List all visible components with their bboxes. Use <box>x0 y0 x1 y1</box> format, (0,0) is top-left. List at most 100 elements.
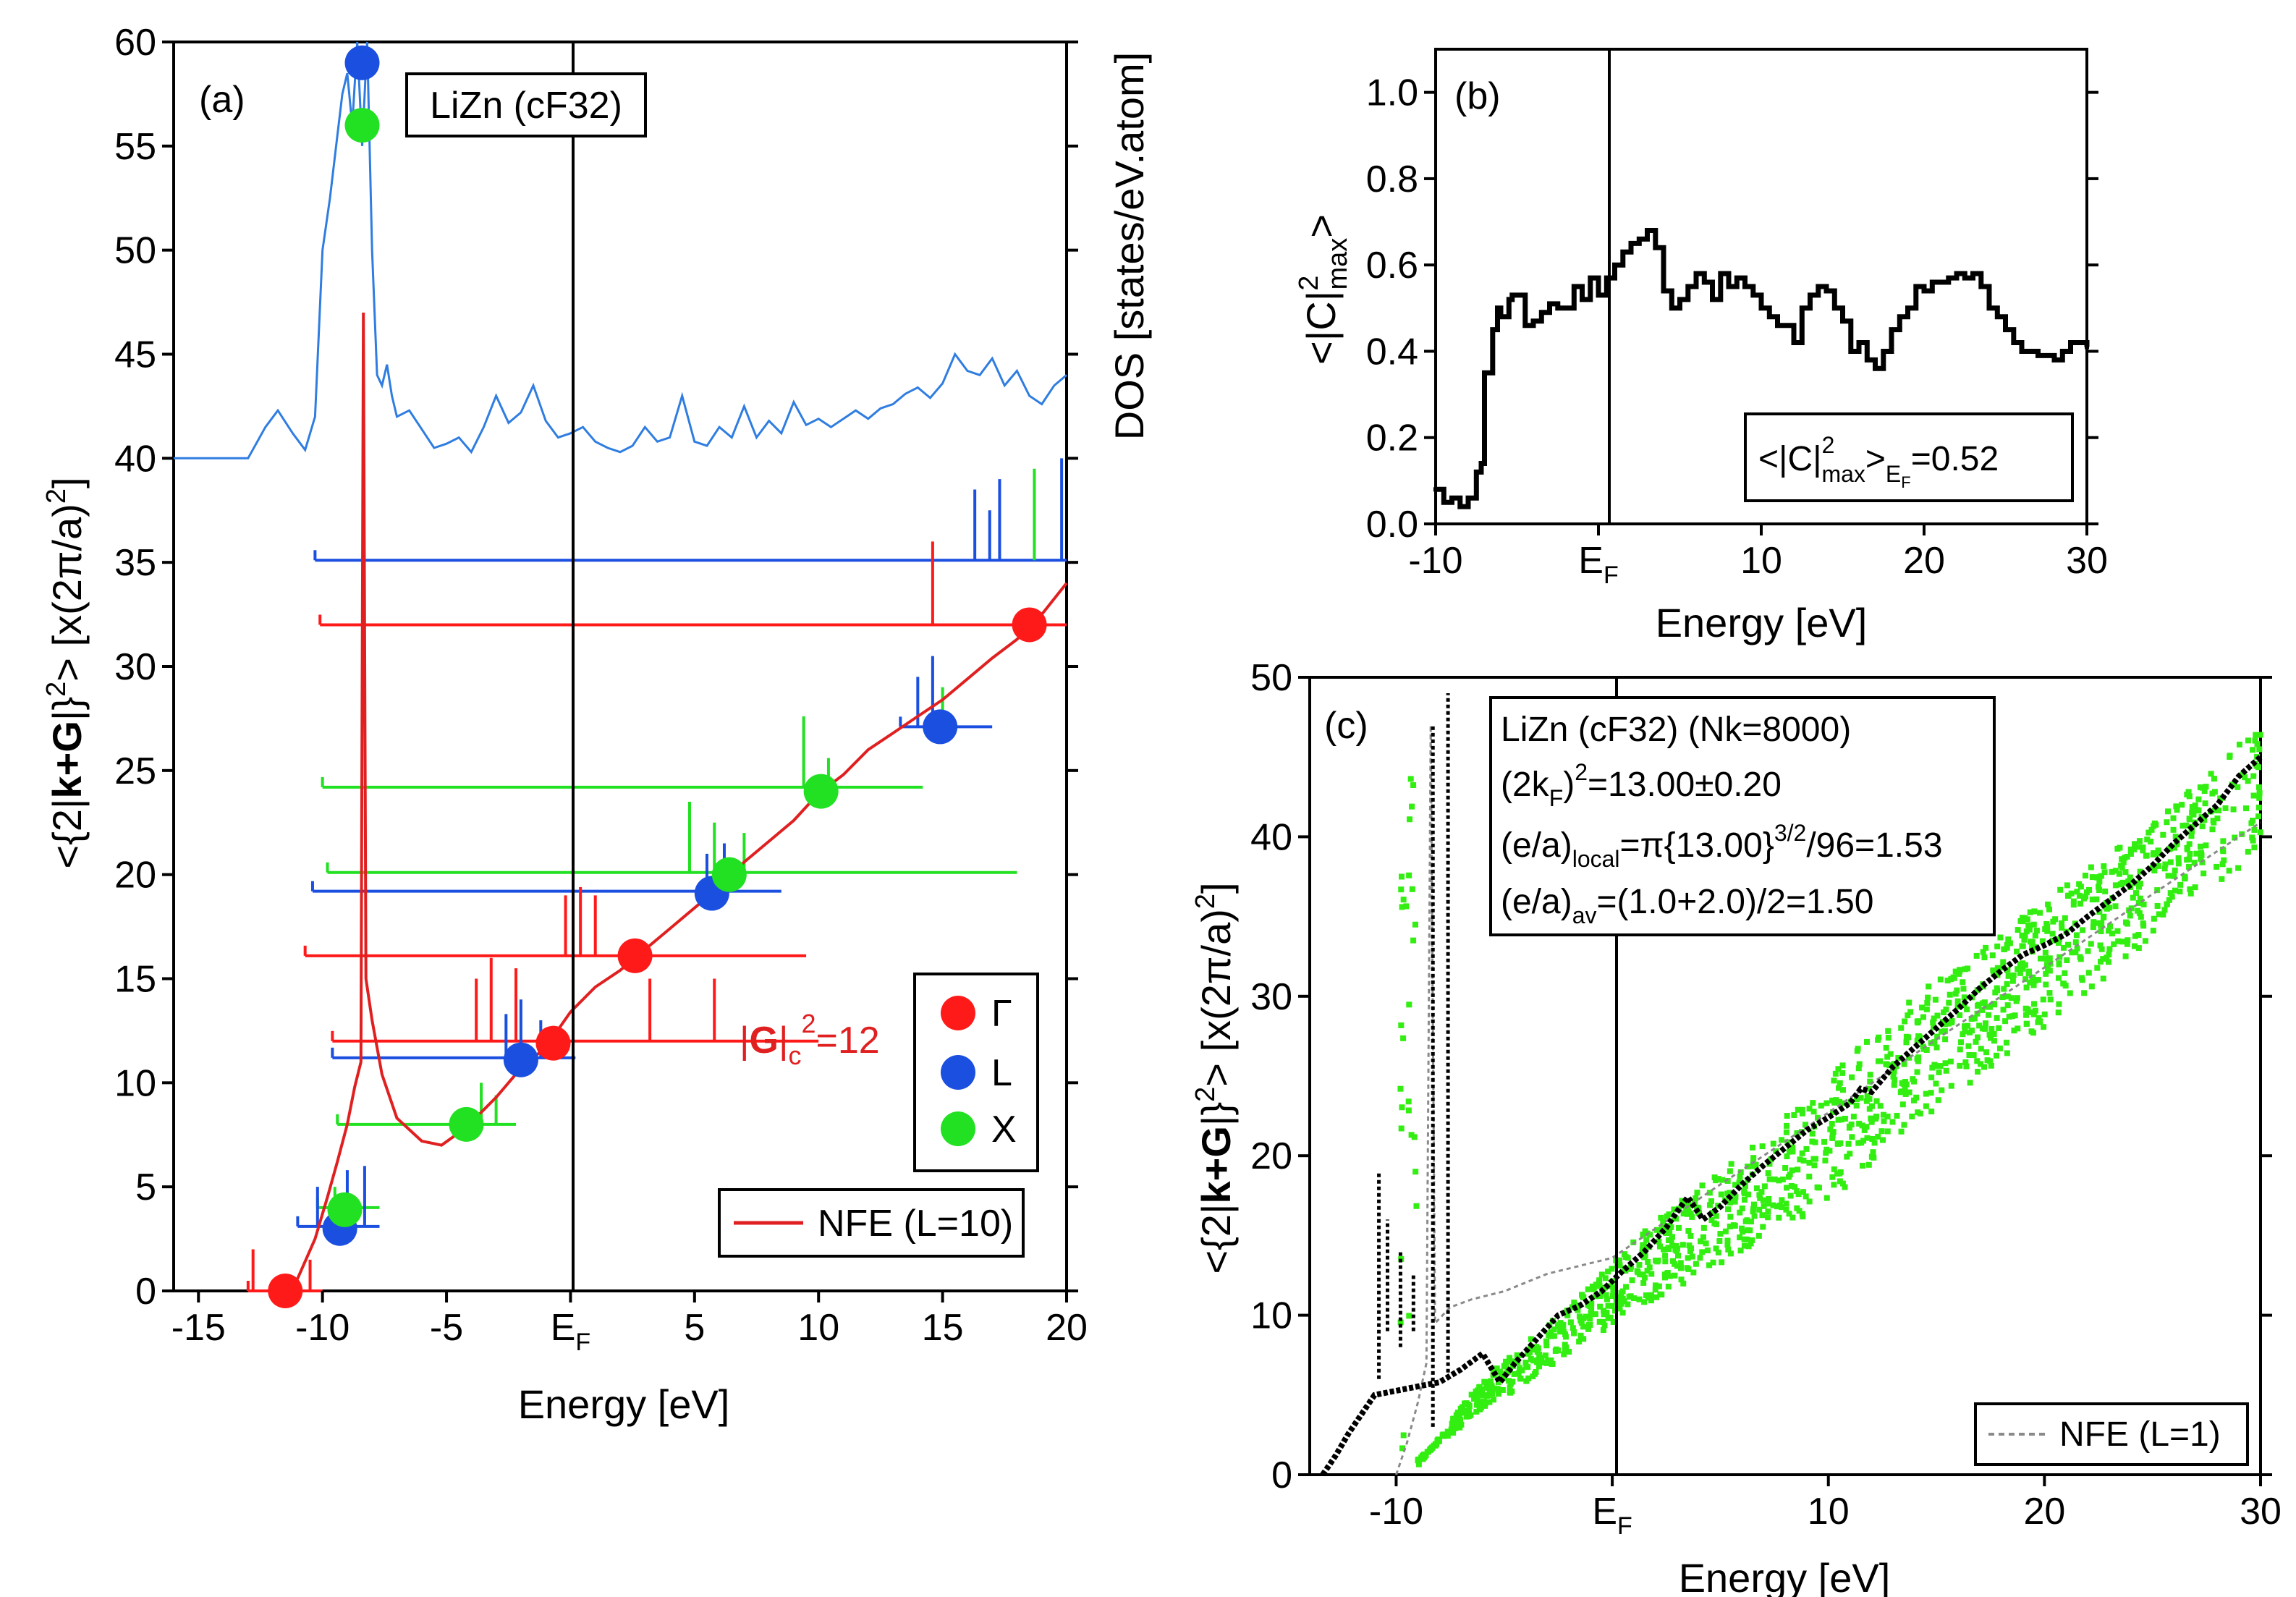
scatter-point <box>1482 1400 1488 1407</box>
scatter-point <box>1597 1303 1604 1310</box>
scatter-point <box>2208 771 2214 777</box>
scatter-point <box>2177 888 2183 894</box>
scatter-point <box>2135 932 2142 939</box>
scatter-point <box>2077 956 2084 962</box>
scatter-point <box>1732 1182 1739 1188</box>
cmax-point <box>1509 292 1515 297</box>
scatter-point <box>2100 956 2106 962</box>
scatter-point <box>1974 1058 1981 1064</box>
scatter-point <box>2069 949 2075 956</box>
cmax-point <box>1922 288 1926 293</box>
scatter-point <box>1680 1211 1687 1217</box>
scatter-point <box>1745 1191 1752 1198</box>
scatter-point <box>1782 1165 1789 1172</box>
scatter-point <box>1405 1107 1412 1114</box>
scatter-point <box>1407 776 1414 782</box>
cmax-point <box>1669 305 1674 310</box>
scatter-point <box>1821 1138 1828 1145</box>
scatter-point <box>2089 897 2096 903</box>
scatter-point <box>2029 944 2036 951</box>
scatter-point <box>1567 1319 1574 1326</box>
scatter-point <box>1983 1049 1990 1056</box>
i2-b: ) <box>1563 766 1575 804</box>
scatter-point <box>1842 1115 1848 1122</box>
scatter-point <box>1943 1067 1949 1074</box>
scatter-point <box>2251 826 2258 833</box>
scatter-point <box>1708 1198 1714 1204</box>
scatter-point <box>1893 1063 1899 1069</box>
scatter-point <box>1725 1246 1732 1253</box>
ya-post: |} <box>44 697 90 721</box>
scatter-point <box>1868 1117 1875 1124</box>
scatter-point <box>2023 928 2030 935</box>
scatter-point <box>1653 1294 1660 1300</box>
legend-gamma-label: Γ <box>991 993 1012 1035</box>
symmetry-point <box>344 108 380 143</box>
scatter-point <box>1688 1245 1695 1252</box>
scatter-point <box>1827 1126 1834 1132</box>
scatter-point <box>1698 1238 1704 1245</box>
scatter-point <box>1454 1419 1460 1426</box>
scatter-point <box>1689 1213 1695 1220</box>
scatter-point <box>1952 968 1959 975</box>
scatter-point <box>2111 941 2117 947</box>
scatter-point <box>1408 1132 1415 1138</box>
scatter-point <box>1604 1296 1610 1302</box>
cmax-point <box>1800 305 1805 310</box>
cmax-point <box>1734 276 1740 281</box>
scatter-point <box>1830 1129 1837 1135</box>
panel-a-title-box <box>405 72 647 137</box>
scatter-point <box>2181 876 2187 882</box>
scatter-point <box>1942 1036 1949 1043</box>
scatter-point <box>1465 1412 1471 1419</box>
y-tick-label: 60 <box>114 22 156 64</box>
scatter-point <box>2166 846 2173 852</box>
cmax-point <box>1522 323 1528 328</box>
scatter-point <box>2046 957 2052 963</box>
nfe-curve <box>281 312 1068 1292</box>
nfe-legend-label: NFE (L=10) <box>818 1203 1013 1245</box>
scatter-point <box>2004 994 2011 1000</box>
scatter-point <box>1687 1232 1694 1239</box>
cmax-point <box>1848 349 1853 354</box>
scatter-point <box>1809 1138 1816 1145</box>
scatter-point <box>1855 1046 1861 1052</box>
scatter-point <box>1749 1144 1755 1151</box>
scatter-point <box>2098 946 2105 952</box>
scatter-point <box>1766 1200 1772 1207</box>
scatter-point <box>1609 1266 1615 1272</box>
scatter-point <box>1776 1177 1782 1184</box>
scatter-point <box>1947 1058 1954 1064</box>
scatter-point <box>1905 1012 1911 1019</box>
cmax-point <box>1978 284 1983 289</box>
scatter-point <box>2107 923 2114 930</box>
scatter-point <box>1611 1284 1618 1291</box>
scatter-point <box>2115 938 2122 944</box>
scatter-point <box>1601 1308 1607 1314</box>
scatter-point <box>1875 1133 1881 1140</box>
scatter-point <box>1483 1392 1490 1399</box>
scatter-point <box>2132 890 2139 897</box>
scatter-point <box>2192 884 2198 891</box>
scatter-point <box>1811 1162 1818 1169</box>
cmax-point <box>1759 305 1763 310</box>
scatter-point <box>1919 1004 1926 1011</box>
scatter-point <box>1741 1236 1748 1242</box>
cmax-point <box>1531 318 1535 323</box>
scatter-point <box>1559 1328 1566 1334</box>
scatter-point <box>1587 1316 1593 1322</box>
scatter-point <box>2140 901 2147 907</box>
ya-bold: k+G <box>44 721 90 798</box>
y-tick-label: 0.4 <box>1366 331 1418 373</box>
scatter-point <box>2156 850 2162 857</box>
scatter-point <box>2155 863 2161 869</box>
scatter-point <box>2252 737 2258 744</box>
scatter-point <box>2047 996 2054 1003</box>
scatter-point <box>1409 803 1415 810</box>
scatter-point <box>1609 1292 1616 1299</box>
scatter-point <box>2021 936 2028 943</box>
scatter-point <box>2120 859 2127 865</box>
cmax-point <box>1694 271 1698 276</box>
scatter-point <box>2032 978 2038 984</box>
scatter-point <box>1654 1227 1661 1233</box>
